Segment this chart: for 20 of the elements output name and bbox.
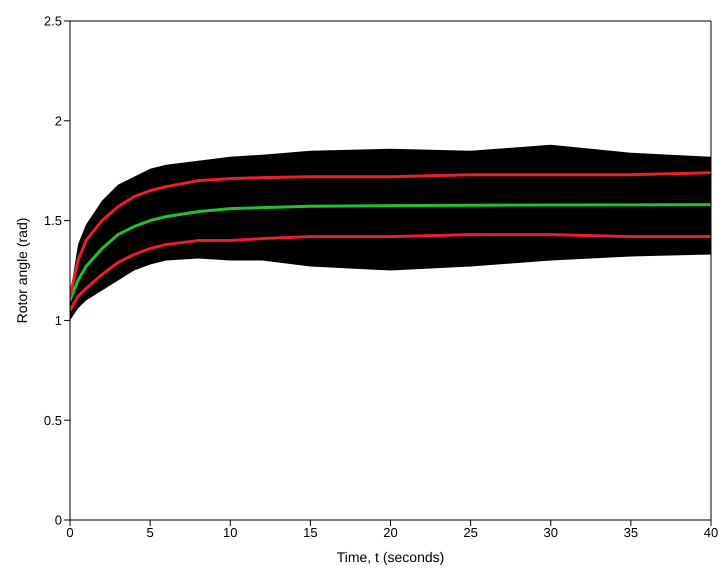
x-tick-label: 10 [223,525,238,540]
x-tick-label: 40 [704,525,718,540]
x-tick-label: 30 [544,525,558,540]
x-axis-title: Time, t (seconds) [336,549,444,565]
x-tick-label: 5 [146,525,154,540]
x-tick-label: 0 [66,525,74,540]
y-tick-label: 2.5 [44,14,62,29]
y-tick-label: 1 [54,313,62,328]
y-tick-label: 0.5 [44,412,62,428]
x-tick-label: 25 [463,525,478,540]
x-tick-label: 15 [303,525,318,540]
line-series [70,171,711,298]
y-axis-title: Rotor angle (rad) [14,218,30,324]
x-tick-label: 20 [383,525,398,540]
y-tick-label: 1.5 [44,213,62,228]
x-tick-label: 35 [624,525,638,540]
y-tick-label: 2 [54,113,62,128]
line-series [70,233,711,312]
y-tick-label: 0 [54,512,62,528]
line-series [70,203,711,302]
